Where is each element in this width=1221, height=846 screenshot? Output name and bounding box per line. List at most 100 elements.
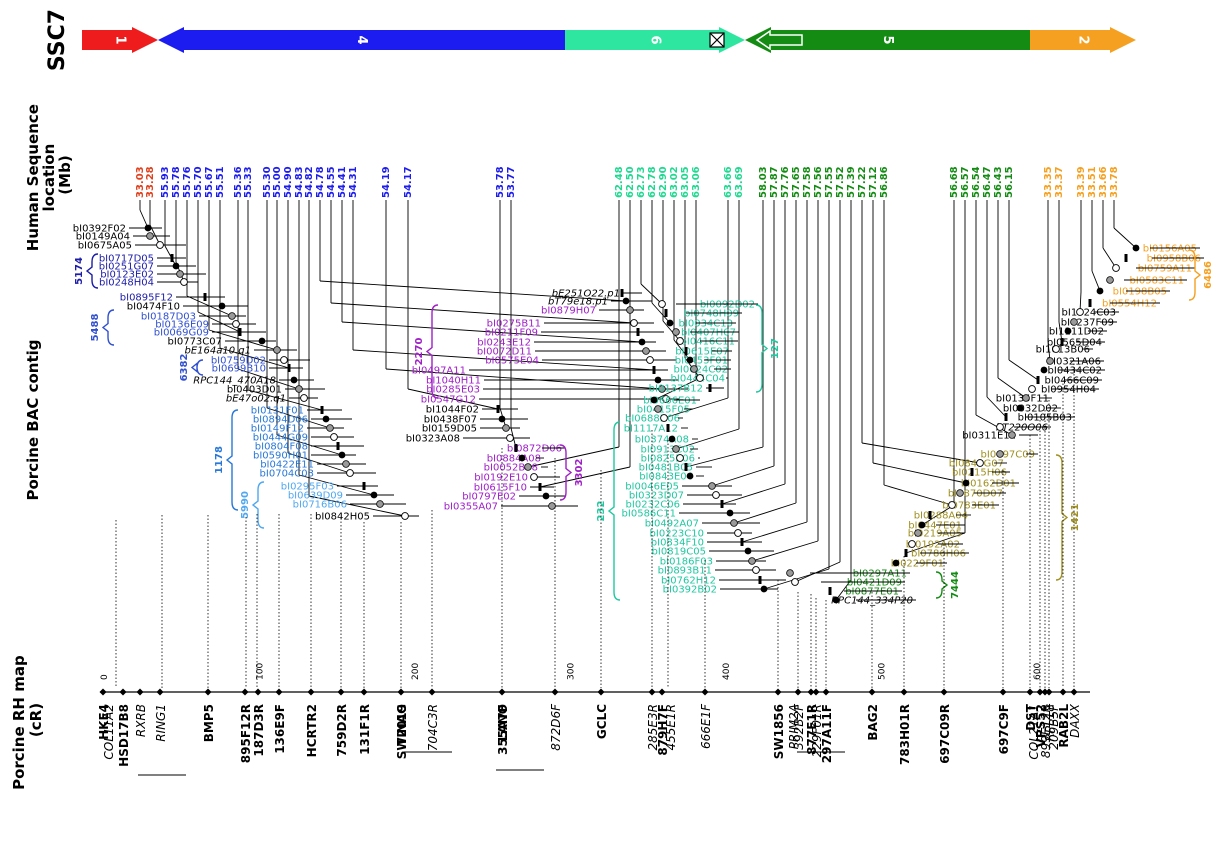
- rh-marker-diamond: [498, 688, 506, 696]
- bac-clone-name: bI0834F10: [651, 538, 704, 549]
- bac-clone: bI0704C03: [260, 469, 376, 480]
- bac-clone: bI0156A05: [1132, 244, 1200, 255]
- marker-end-bar: [904, 549, 908, 557]
- human-location-label: 63.66: [723, 166, 734, 198]
- bac-clone: bI0879H07: [541, 306, 644, 317]
- human-location-label: 63.69: [734, 166, 745, 198]
- bac-clone: bI0374A08: [635, 435, 698, 446]
- bac-clone: bI0355A07: [444, 502, 578, 513]
- marker-filled-dot: [542, 492, 550, 500]
- bac-clone-name: bI0497A11: [412, 366, 466, 377]
- bac-clone-name: bI0675A05: [78, 241, 132, 252]
- bac-clone: bI0323A08: [406, 434, 530, 445]
- bac-clone: bI0575E04: [485, 356, 676, 367]
- human-location-label: 54.90: [283, 166, 294, 198]
- bac-clone-name: bI0447E01: [908, 521, 962, 532]
- bac-clone: bI0297A11: [786, 569, 910, 580]
- rh-marker-diamond: [254, 688, 262, 696]
- bac-clone-name: bI1040H11: [426, 376, 481, 387]
- bac-clone-name: bI0624C02: [674, 365, 728, 376]
- bac-clone-name: bE47o02.q1: [226, 394, 286, 405]
- marker-filled-dot: [650, 396, 658, 404]
- rh-marker-diamond: [204, 688, 212, 696]
- bac-clone: bI0162D01: [961, 479, 1019, 490]
- bac-clone: bI0444G09: [253, 433, 354, 444]
- bac-clone-name: bI0156A05: [1143, 244, 1197, 255]
- marker-end-bar: [1004, 413, 1008, 421]
- marker-grey-dot: [672, 328, 680, 336]
- contig-bracket: [251, 481, 265, 529]
- bac-clone: bI0295F03: [281, 482, 378, 493]
- marker-filled-dot: [744, 547, 752, 555]
- bac-clone: bI0052B08: [484, 463, 548, 474]
- marker-end-bar: [514, 444, 518, 452]
- bac-clone-name: bI0323D07: [629, 491, 684, 502]
- bac-clone: bI0783E01: [942, 501, 999, 512]
- marker-grey-dot: [176, 270, 184, 278]
- segment-arrow-6: [565, 27, 745, 53]
- human-location-label: 55.70: [193, 166, 204, 198]
- human-location-label: 54.17: [403, 166, 414, 198]
- rh-marker-diamond: [1026, 688, 1034, 696]
- marker-end-bar: [203, 293, 207, 301]
- human-location-label: 55.51: [215, 166, 226, 198]
- bac-clone: bE47o02.q1: [226, 394, 318, 405]
- bac-clone: bI0688H06: [625, 414, 683, 425]
- marker-grey-dot: [642, 347, 650, 355]
- rh-marker-label: 131F1R: [358, 704, 372, 755]
- marker-grey-dot: [996, 450, 1004, 458]
- marker-open-dot: [646, 356, 654, 364]
- human-location-label: 57.22: [857, 166, 868, 198]
- bac-clone: bI0481B05: [639, 463, 712, 474]
- human-location-label: 54.55: [326, 166, 337, 198]
- marker-end-bar: [720, 500, 724, 508]
- marker-grey-dot: [1022, 394, 1030, 402]
- marker-open-dot: [712, 491, 720, 499]
- bac-clone-name: bI0481B05: [639, 463, 693, 474]
- marker-open-dot: [908, 540, 916, 548]
- bac-clone-name: bI1111D02: [1049, 327, 1104, 338]
- rh-marker-label: 355A7F: [496, 704, 510, 755]
- bac-clone: bI0229F01: [891, 559, 947, 570]
- marker-filled-dot: [962, 479, 970, 487]
- rh-marker-label: COL11A2: [102, 704, 116, 760]
- contig-bracket: [225, 409, 239, 511]
- marker-end-bar: [652, 366, 656, 374]
- contig-bracket: [1055, 454, 1069, 581]
- human-location-label: 58.03: [758, 166, 769, 198]
- rh-marker-label: HSD17B8: [117, 704, 131, 767]
- contig-bracket: [190, 359, 204, 376]
- rh-marker-diamond: [807, 688, 815, 696]
- bracket-label: 5990: [240, 491, 251, 519]
- marker-open-dot: [156, 241, 164, 249]
- boxed-x-icon: [709, 32, 725, 48]
- bac-clone: bI0447E01: [908, 521, 965, 532]
- marker-grey-dot: [548, 502, 556, 510]
- bac-clone: bI0311E12: [962, 431, 1038, 442]
- marker-grey-dot: [708, 482, 716, 490]
- human-axis-title-line2: location: [40, 144, 58, 212]
- marker-open-dot: [330, 433, 338, 441]
- contig-bracket: [1188, 249, 1202, 301]
- marker-end-bar: [238, 328, 242, 336]
- bac-clone: bI0092D02: [658, 300, 758, 311]
- bac-clone-name: bI0895F12: [120, 293, 173, 304]
- bac-clone-name: bI0547G12: [421, 395, 476, 406]
- marker-grey-dot: [295, 385, 303, 393]
- marker-filled-dot: [518, 454, 526, 462]
- bac-clone-name: RPC144_334P20: [831, 596, 913, 607]
- bac-clone-name: bI0323A08: [406, 434, 460, 445]
- marker-grey-dot: [658, 385, 666, 393]
- human-location-label: 57.87: [769, 166, 780, 198]
- marker-filled-dot: [1040, 366, 1048, 374]
- marker-filled-dot: [498, 415, 506, 423]
- bac-clone: bI0403D01: [227, 385, 325, 396]
- marker-grey-dot: [786, 569, 794, 577]
- bac-clone: bI0762H12: [661, 576, 786, 587]
- rh-marker-label: 209B5F: [1047, 703, 1061, 750]
- bac-clone-name: bI0403D01: [227, 385, 282, 396]
- rh-marker-label: SW2019: [395, 704, 409, 759]
- marker-open-dot: [1076, 308, 1084, 316]
- human-location-label: 56.47: [982, 166, 993, 198]
